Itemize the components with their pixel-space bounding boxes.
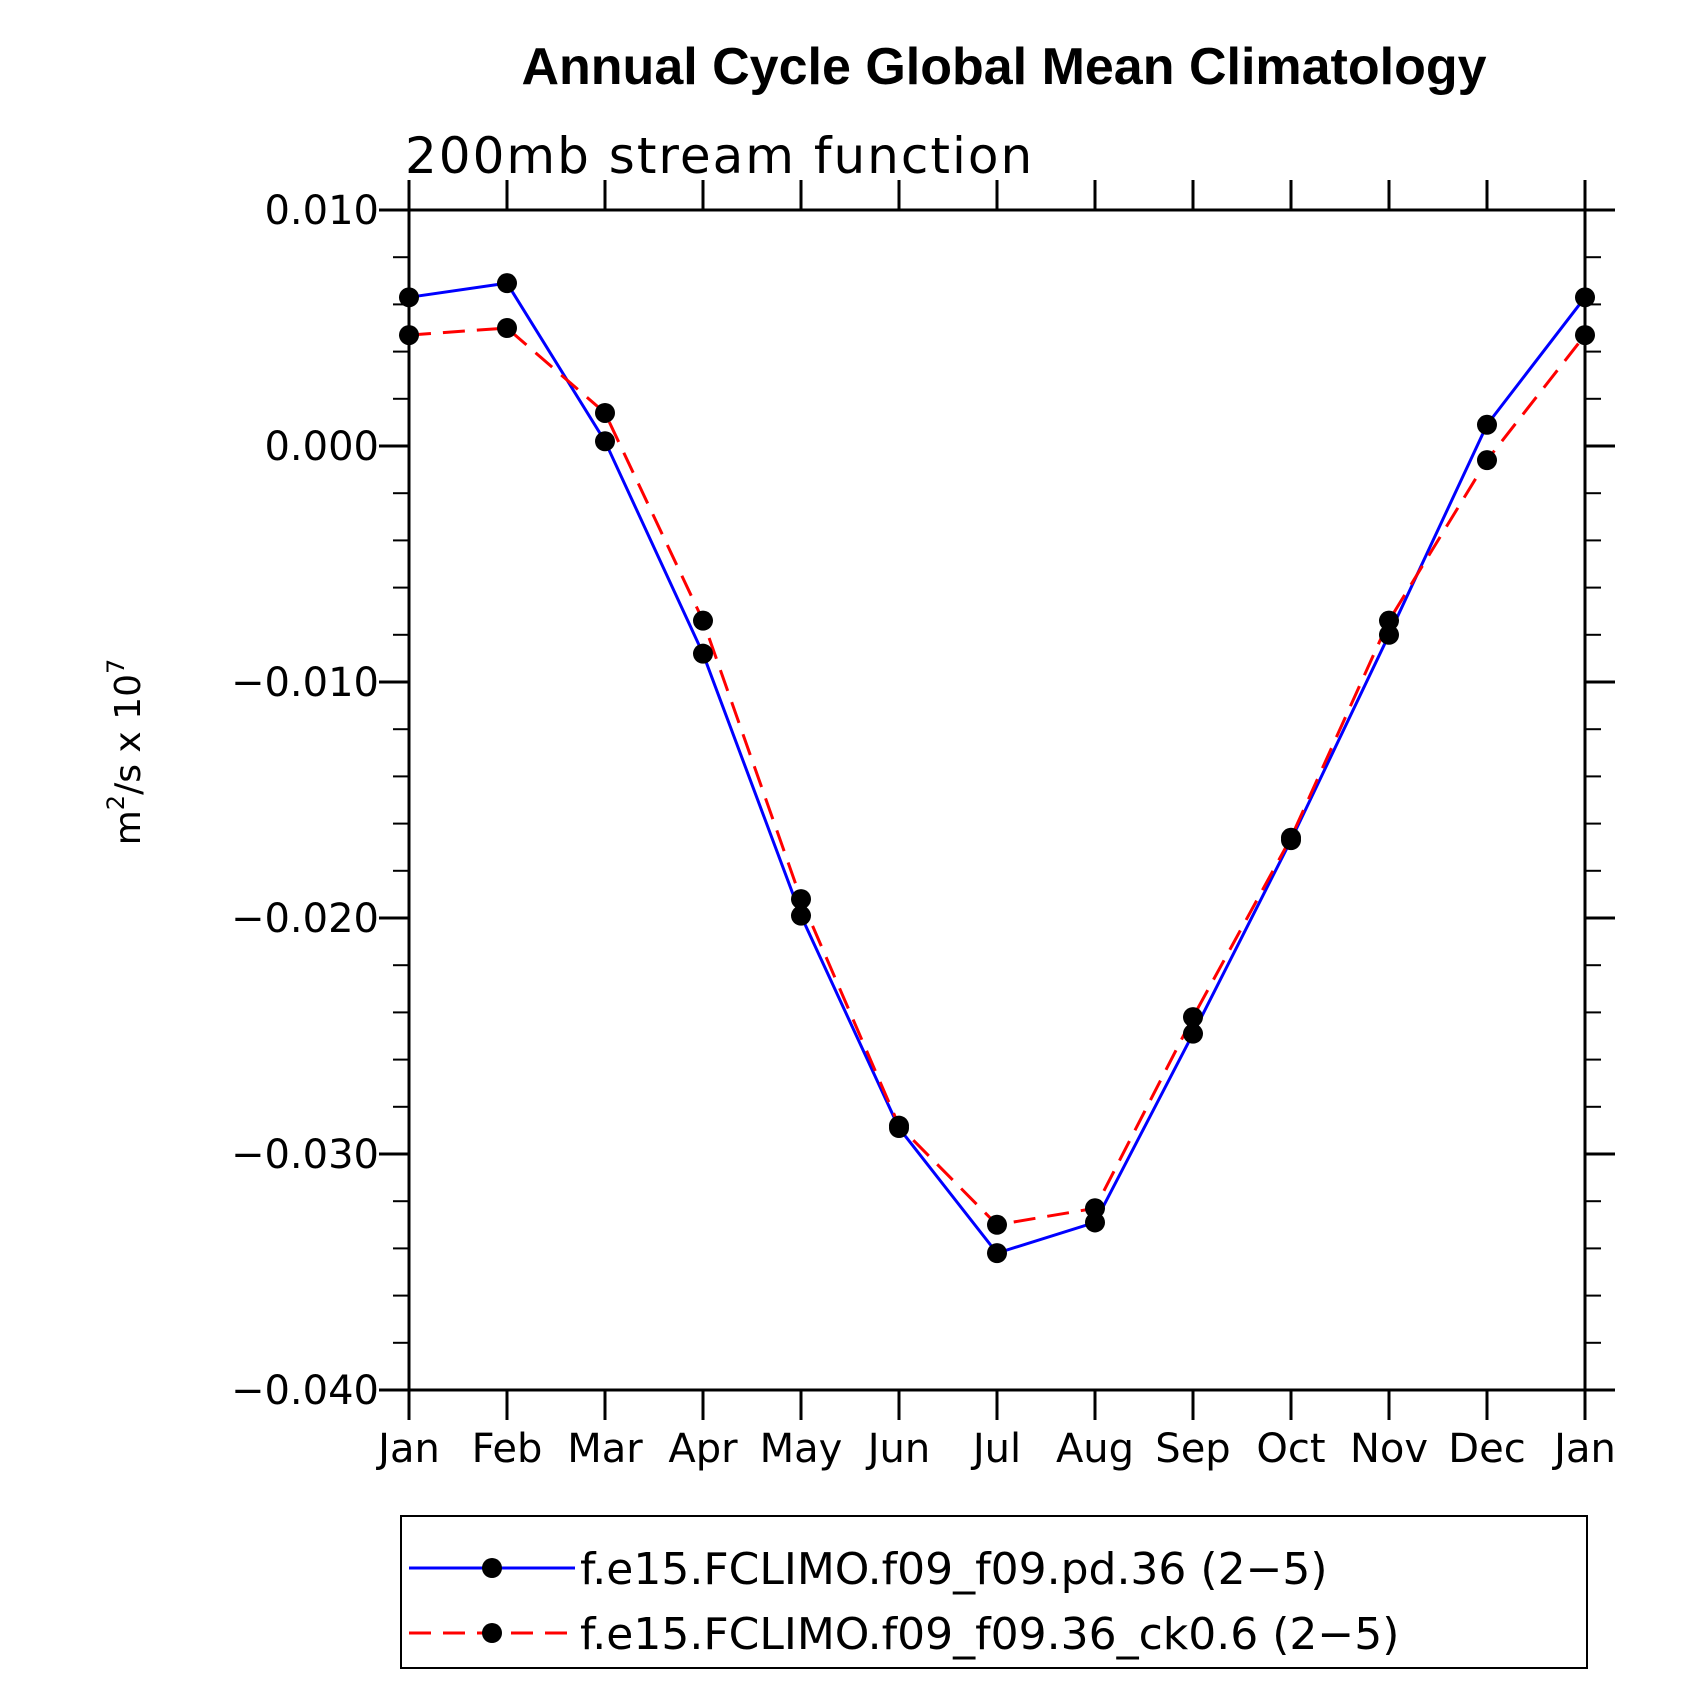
- data-point-s1: [987, 1243, 1007, 1264]
- series-line-2: [408, 326, 1587, 1227]
- legend-marker-1: [482, 1558, 502, 1578]
- y-axis-label-sup1: 2: [102, 795, 130, 810]
- series-line-1: [408, 281, 1587, 1255]
- x-tick-label: Mar: [567, 1426, 643, 1472]
- data-point-s2: [399, 325, 419, 346]
- legend-label-1: f.e15.FCLIMO.f09_f09.pd.36 (2−5): [580, 1544, 1328, 1595]
- x-tick-label: Nov: [1350, 1426, 1428, 1472]
- y-tick-label: 0.000: [264, 424, 379, 470]
- data-point-s1: [399, 287, 419, 308]
- series-layer: [399, 273, 1595, 1264]
- legend-marker-2: [482, 1623, 502, 1643]
- x-tick-label: Dec: [1448, 1426, 1525, 1472]
- data-point-s2: [1379, 610, 1399, 631]
- y-axis-label-base: m: [108, 810, 149, 845]
- y-axis-label: m2/s x 107: [102, 659, 149, 846]
- data-point-s2: [1477, 450, 1497, 471]
- x-tick-label: Oct: [1256, 1426, 1325, 1472]
- svg-text:m2/s x 107: m2/s x 107: [102, 659, 149, 846]
- data-point-s1: [1085, 1212, 1105, 1233]
- axes: 0.010 0.000 −0.010 −0.020 −0.030 −0.040 Jan Feb…: [231, 180, 1616, 1472]
- y-axis-label-sup2: 7: [102, 659, 130, 674]
- y-tick-label: −0.010: [231, 660, 379, 706]
- x-tick-label: May: [760, 1426, 843, 1472]
- legend-box: [400, 1515, 1588, 1669]
- data-point-s2: [1575, 325, 1595, 346]
- data-point-s1: [1379, 624, 1399, 645]
- x-tick-label: Jun: [865, 1426, 931, 1472]
- x-tick-label: Aug: [1056, 1426, 1134, 1472]
- plot-frame: [407, 208, 1587, 1392]
- y-axis-label-mid: /s x 10: [108, 674, 149, 795]
- data-point-s1: [595, 431, 615, 452]
- data-point-s1: [1575, 287, 1595, 308]
- data-point-s2: [987, 1214, 1007, 1235]
- data-point-s2: [497, 318, 517, 338]
- chart-title: Annual Cycle Global Mean Climatology: [521, 38, 1486, 96]
- data-point-s2: [791, 889, 811, 910]
- data-point-s2: [693, 610, 713, 631]
- y-tick-label: 0.010: [264, 188, 379, 234]
- x-tick-label: Jan: [1551, 1426, 1616, 1472]
- data-point-s2: [1085, 1198, 1105, 1219]
- data-point-s1: [497, 273, 517, 294]
- data-point-s1: [791, 905, 811, 926]
- data-point-s1: [693, 643, 713, 664]
- legend-label-2: f.e15.FCLIMO.f09_f09.36_ck0.6 (2−5): [580, 1609, 1399, 1660]
- y-tick-label: −0.030: [231, 1132, 379, 1178]
- data-point-s2: [1281, 827, 1301, 848]
- x-tick-label: Jan: [375, 1426, 440, 1472]
- x-tick-label: Sep: [1155, 1426, 1230, 1472]
- x-tick-label: Jul: [970, 1426, 1021, 1472]
- data-point-s1: [1477, 414, 1497, 435]
- y-tick-label: −0.040: [231, 1368, 379, 1414]
- data-point-s1: [1183, 1023, 1203, 1044]
- y-tick-label: −0.020: [231, 896, 379, 942]
- data-point-s2: [595, 402, 615, 423]
- data-point-s2: [889, 1115, 909, 1136]
- x-tick-label: Feb: [472, 1426, 543, 1472]
- chart-subtitle: 200mb stream function: [405, 127, 1034, 185]
- data-point-s2: [1183, 1007, 1203, 1028]
- legend: f.e15.FCLIMO.f09_f09.pd.36 (2−5) f.e15.FC…: [400, 1515, 1588, 1669]
- x-tick-label: Apr: [668, 1426, 738, 1472]
